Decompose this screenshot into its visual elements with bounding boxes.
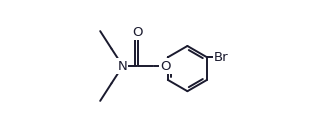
Text: N: N	[117, 60, 127, 72]
Text: Br: Br	[214, 51, 229, 64]
Text: O: O	[160, 60, 171, 72]
Text: O: O	[132, 26, 143, 39]
